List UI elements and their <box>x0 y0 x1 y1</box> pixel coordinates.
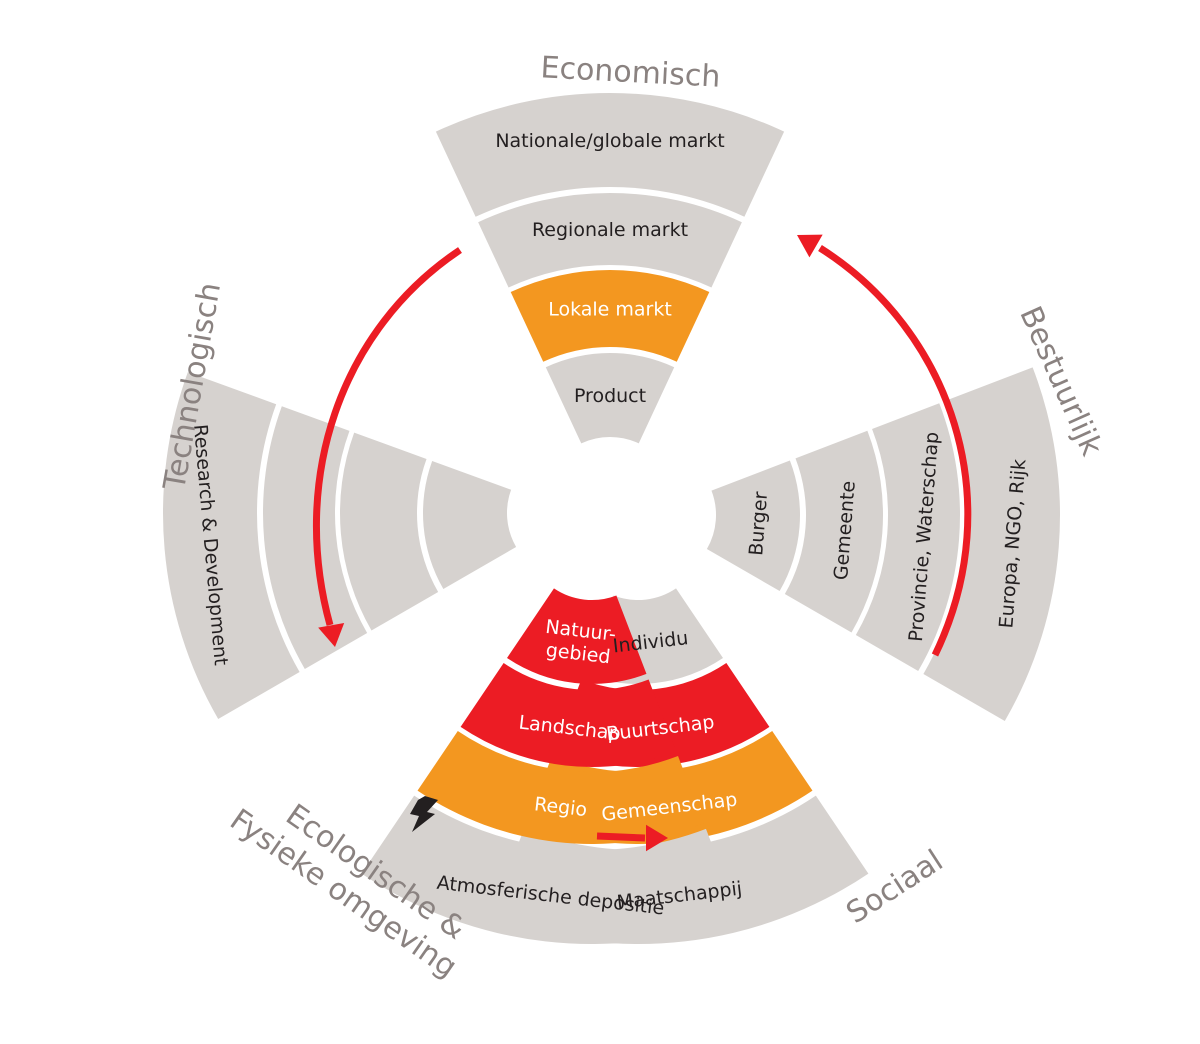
bestuurlijk-ring-4 <box>923 367 1060 721</box>
economisch-ring-2-label: Lokale markt <box>548 299 672 321</box>
arrow-sociaal-to-economisch <box>818 245 972 657</box>
economisch-ring-1 <box>545 353 675 444</box>
bestuurlijk-ring-2 <box>784 430 883 633</box>
economisch-ring-4-label: Nationale/globale markt <box>495 130 724 152</box>
ecologisch-ring-2 <box>460 662 677 767</box>
arrow-ecologisch-to-sociaal <box>596 832 646 842</box>
arrow-ecologisch-to-sociaal-head <box>646 824 668 852</box>
economisch-ring-3 <box>478 192 742 288</box>
technologisch-ring-2 <box>339 432 439 631</box>
technologisch-ring-1 <box>423 461 517 589</box>
ecologisch-ring-1-label: Natuur-gebied <box>542 616 617 669</box>
ecologisch-ring-4 <box>361 795 740 944</box>
technologisch-ring-4 <box>162 372 300 719</box>
economisch-ring-4-label-line-1: Nationale/globale markt <box>495 130 724 152</box>
economisch-ring-3-label: Regionale markt <box>532 219 688 241</box>
segments-group <box>162 93 1060 944</box>
economisch-ring-2 <box>510 270 710 362</box>
category-economisch-label: Economisch <box>540 50 721 94</box>
economisch-ring-3-label-line-1: Regionale markt <box>532 219 688 241</box>
economisch-ring-2-label-line-1: Lokale markt <box>548 299 672 321</box>
arrow-economisch-to-ecologisch-head <box>318 623 345 647</box>
ecologisch-ring-3 <box>417 730 704 844</box>
arrows-group <box>312 234 972 852</box>
arrow-sociaal-to-economisch-head <box>797 234 823 258</box>
economisch-ring-1-label: Product <box>574 385 646 407</box>
economisch-ring-1-label-line-1: Product <box>574 385 646 407</box>
bestuurlijk-ring-1 <box>706 460 800 591</box>
ecologisch-ring-1 <box>507 588 647 684</box>
category-economisch-label-line-1: Economisch <box>540 50 721 94</box>
bestuurlijk-ring-1-label: Burger <box>745 491 772 557</box>
bestuurlijk-ring-1-label-line-1: Burger <box>745 491 772 557</box>
economisch-ring-4 <box>435 93 785 217</box>
lightning-icon <box>410 796 438 832</box>
bestuurlijk-ring-3 <box>855 403 961 671</box>
arrow-economisch-to-ecologisch <box>312 247 462 626</box>
